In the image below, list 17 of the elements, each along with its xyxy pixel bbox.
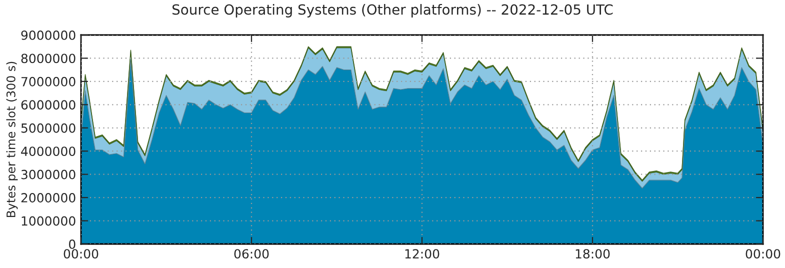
x-tick-label: 18:00 <box>576 249 610 259</box>
y-tick-label: 8000000 <box>21 54 76 64</box>
chart-title: Source Operating Systems (Other platforms) -- 2022-12-05 UTC <box>172 4 613 18</box>
x-tick-label: 12:00 <box>405 249 440 259</box>
x-tick-label: 00:00 <box>746 249 780 259</box>
y-tick-label: 7000000 <box>21 76 76 86</box>
y-tick-label: 2000000 <box>21 193 76 202</box>
y-tick-label: 4000000 <box>21 146 76 156</box>
y-tick-label: 5000000 <box>21 123 76 133</box>
y-tick-label: 6000000 <box>21 100 76 110</box>
x-tick-label: 06:00 <box>234 249 269 259</box>
y-axis-title: Bytes per time slot (300 s) <box>6 62 18 218</box>
x-tick-label: 00:00 <box>64 249 98 259</box>
y-tick-label: 1000000 <box>22 216 76 226</box>
y-tick-label: 9000000 <box>21 30 76 40</box>
y-tick-label: 0 <box>69 239 76 249</box>
y-tick-label: 3000000 <box>21 170 76 180</box>
